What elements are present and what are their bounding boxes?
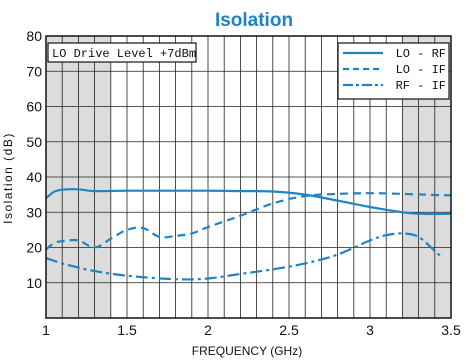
x-tick-label: 3	[366, 322, 374, 338]
legend-label-1: LO - RF	[396, 47, 446, 61]
legend-label-2: LO - IF	[396, 63, 446, 77]
plot-frame	[45, 35, 452, 319]
x-tick-label: 1	[42, 322, 50, 338]
y-tick-label: 80	[26, 28, 42, 44]
series-line-1	[45, 188, 452, 216]
x-tick-labels: 1 1.5 2 2.5 3 3.5	[42, 322, 461, 338]
series-line-3	[45, 232, 444, 281]
y-tick-label: 70	[26, 63, 42, 79]
grid-lines	[46, 36, 451, 318]
legend: LO - RF LO - IF RF - IF	[337, 42, 450, 100]
drive-level-note: LO Drive Level +7dBm	[47, 42, 197, 63]
y-tick-label: 30	[26, 204, 42, 220]
chart-title: Isolation	[215, 10, 293, 31]
series-lines	[45, 188, 452, 281]
series-line-2	[45, 192, 452, 251]
x-tick-label: 2.5	[279, 322, 299, 338]
y-tick-label: 20	[26, 240, 42, 256]
drive-level-note-text: LO Drive Level +7dBm	[52, 47, 196, 61]
x-tick-label: 2	[204, 322, 212, 338]
legend-label-3: RF - IF	[396, 79, 446, 93]
y-axis-label: Isolation (dB)	[1, 132, 15, 224]
drive-level-note-box	[47, 42, 197, 63]
y-tick-label: 50	[26, 134, 42, 150]
x-axis-label: FREQUENCY (GHz)	[192, 344, 302, 358]
x-tick-label: 1.5	[117, 322, 137, 338]
y-tick-labels: 10 20 30 40 50 60 70 80	[26, 28, 42, 291]
y-tick-label: 60	[26, 99, 42, 115]
x-tick-label: 3.5	[441, 322, 461, 338]
y-tick-label: 40	[26, 169, 42, 185]
y-tick-label: 10	[26, 275, 42, 291]
